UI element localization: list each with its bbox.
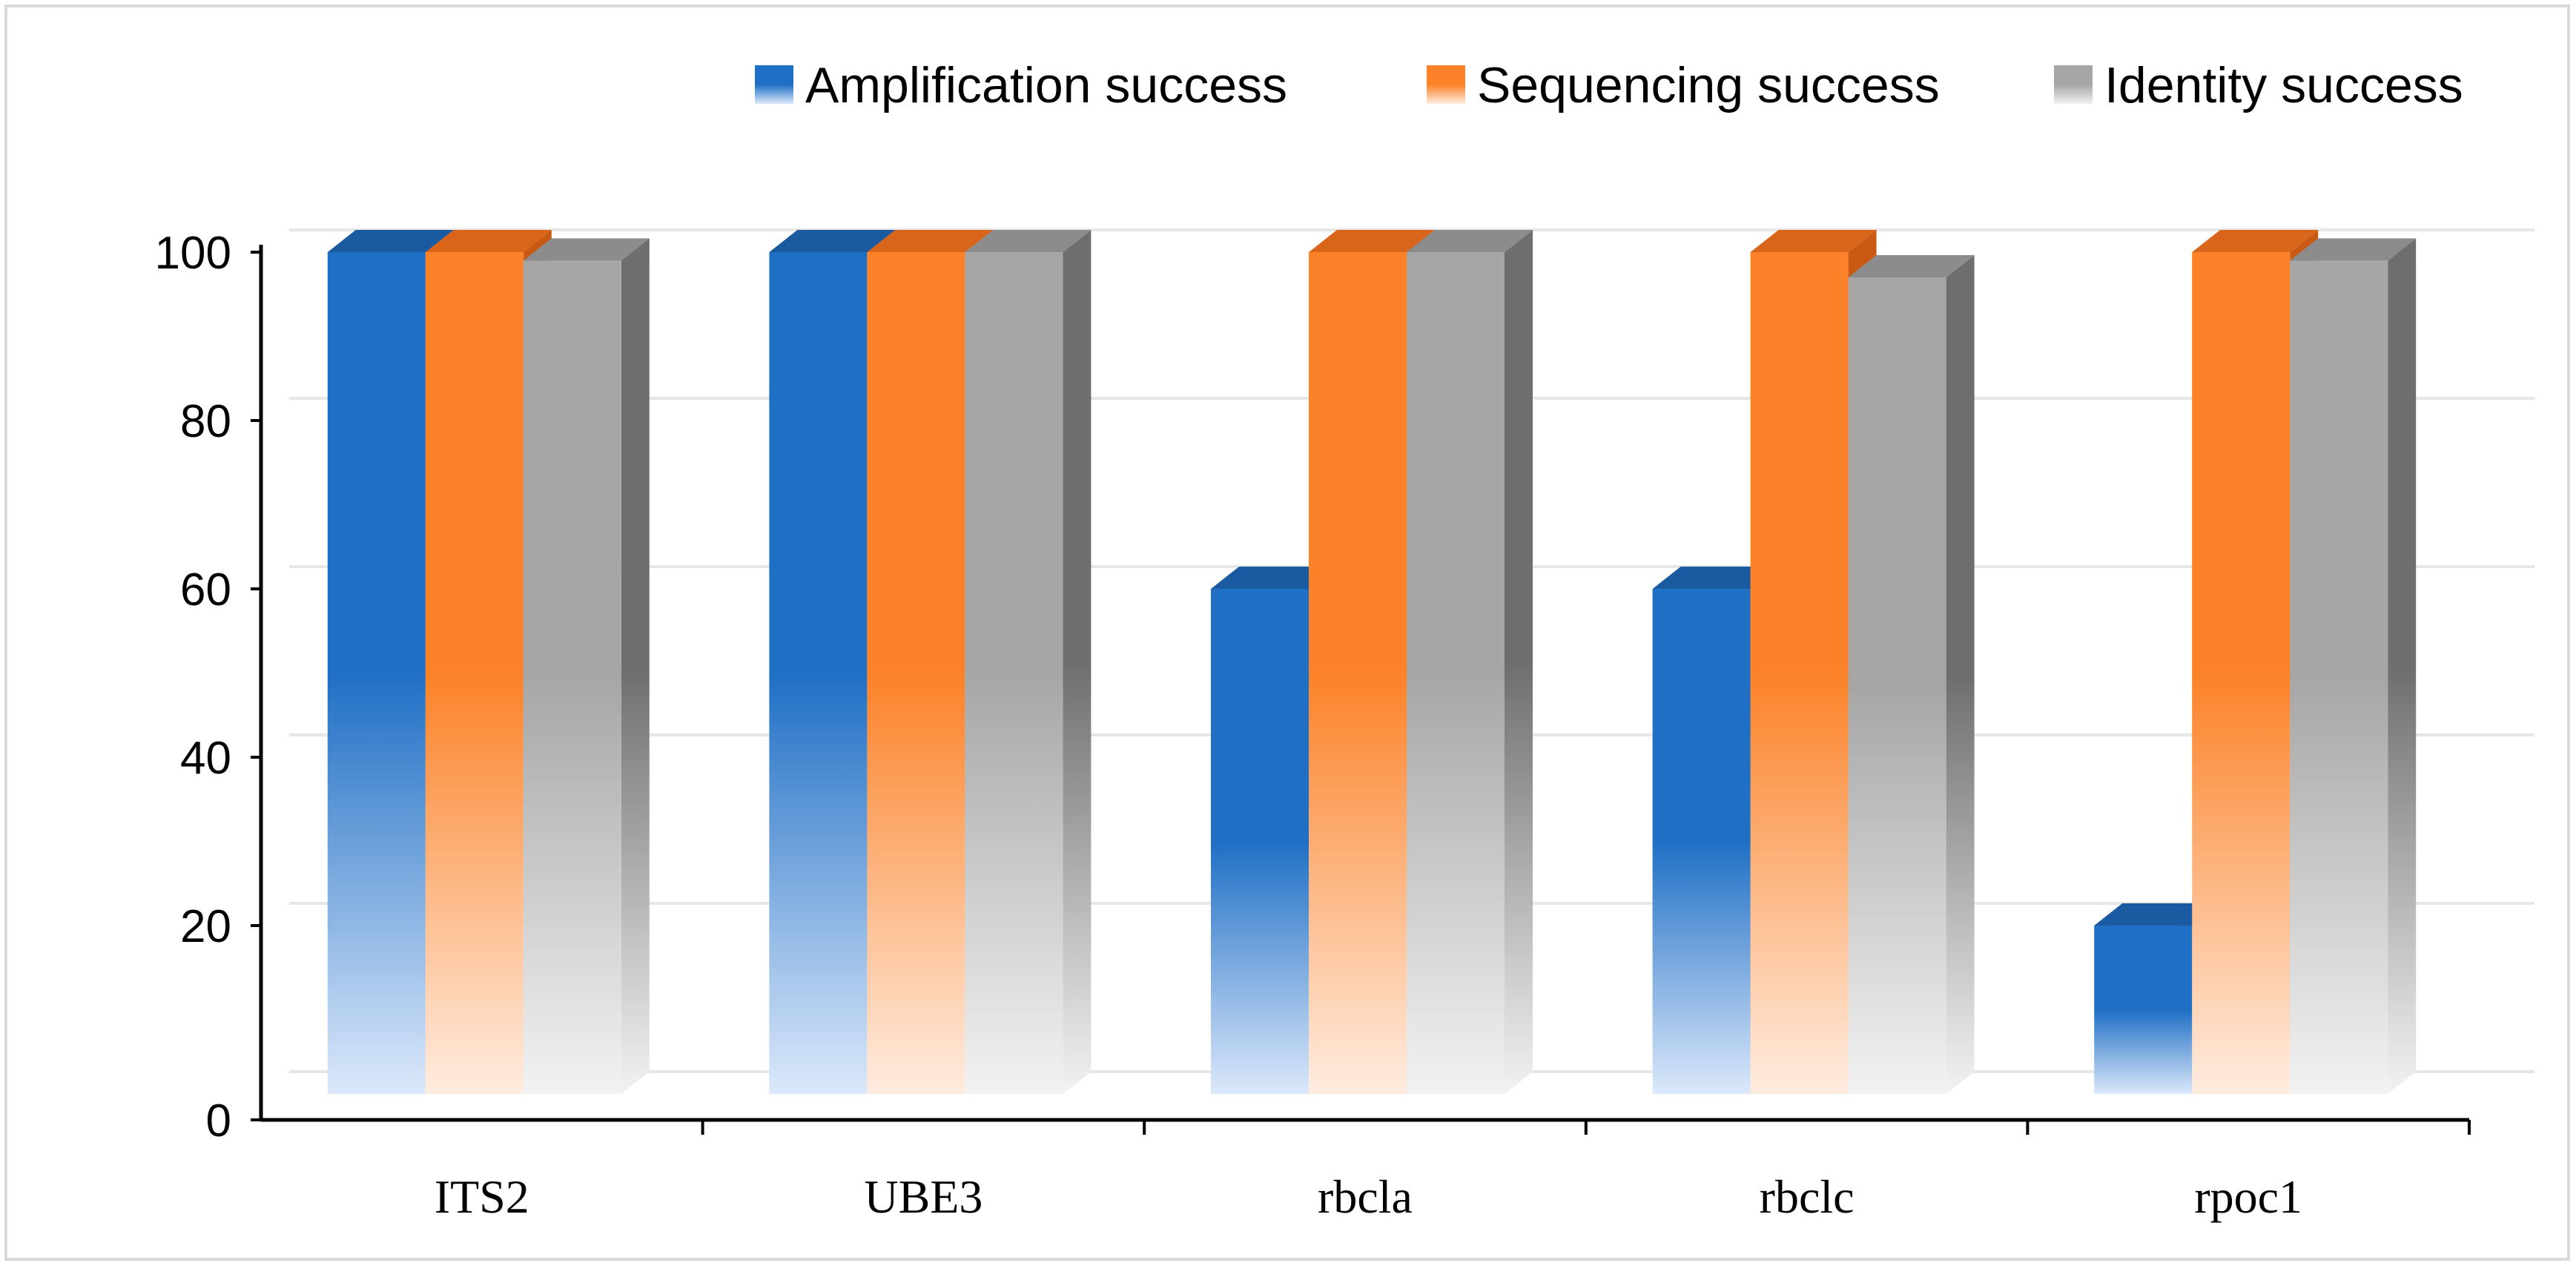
x-tick-label: rpoc1 [2194,1170,2302,1223]
x-tick-labels: ITS2 UBE3 rbcla rbclc rpoc1 [435,1120,2471,1223]
bar-front [1652,589,1751,1094]
bar-front [965,252,1063,1094]
x-tick-label: rbcla [1318,1170,1413,1223]
legend-item: Amplification success [755,57,1287,113]
bar [965,230,1092,1094]
legend-swatch [2054,65,2093,104]
bar-front [425,252,524,1094]
bar-front [769,252,868,1094]
bar-top [1848,255,1975,278]
bar-front [867,252,965,1094]
bar-side [621,238,650,1095]
axes [259,245,2469,1122]
y-tick-label: 100 [155,228,231,279]
y-tick-label: 60 [180,564,231,616]
x-tick-label: rbclc [1760,1170,1855,1223]
legend-label: Identity success [2104,57,2463,113]
bar-side [1063,230,1092,1094]
bar-front [2094,926,2193,1094]
bar-top [2192,230,2319,252]
x-tick-label: UBE3 [864,1170,982,1223]
bar-top [2094,903,2221,926]
bar-top [425,230,552,252]
bar-top [1750,230,1877,252]
bar-front [1848,277,1946,1094]
bar-front [523,260,621,1095]
bar-front [1407,252,1505,1094]
bar-top [867,230,994,252]
bar-front [2290,260,2388,1095]
legend-swatch [1427,65,1465,104]
bar-front [2192,252,2291,1094]
y-tick-labels: 0 20 40 60 80 100 [155,228,261,1147]
bar-side [1505,230,1533,1094]
bar-front [1309,252,1407,1094]
bar-top [1652,567,1779,589]
bars [327,230,2417,1095]
legend-label: Sequencing success [1477,57,1940,113]
bar-side [1946,255,1975,1094]
bar-top [1309,230,1435,252]
legend-item: Sequencing success [1427,57,1940,113]
bar-top [523,238,650,261]
bar-top [1407,230,1533,252]
bar [1848,255,1975,1094]
bar [523,238,650,1095]
y-tick-label: 0 [206,1095,231,1147]
bar-front [1750,252,1849,1094]
bar-front [327,252,426,1094]
bar [2290,238,2417,1095]
legend-swatch [755,65,793,104]
bar-front [1211,589,1309,1094]
bar-side [2388,238,2417,1095]
legend-item: Identity success [2054,57,2463,113]
bar-top [2290,238,2417,261]
bar-top [769,230,896,252]
legend-label: Amplification success [805,57,1287,113]
bar-top [965,230,1092,252]
x-tick-label: ITS2 [435,1170,529,1223]
bar [1407,230,1533,1094]
y-tick-label: 40 [180,733,231,784]
bar-top [327,230,454,252]
bar-top [1211,567,1337,589]
y-tick-label: 20 [180,901,231,952]
legend: Amplification success Sequencing success I… [755,57,2463,113]
y-tick-label: 80 [180,396,231,447]
